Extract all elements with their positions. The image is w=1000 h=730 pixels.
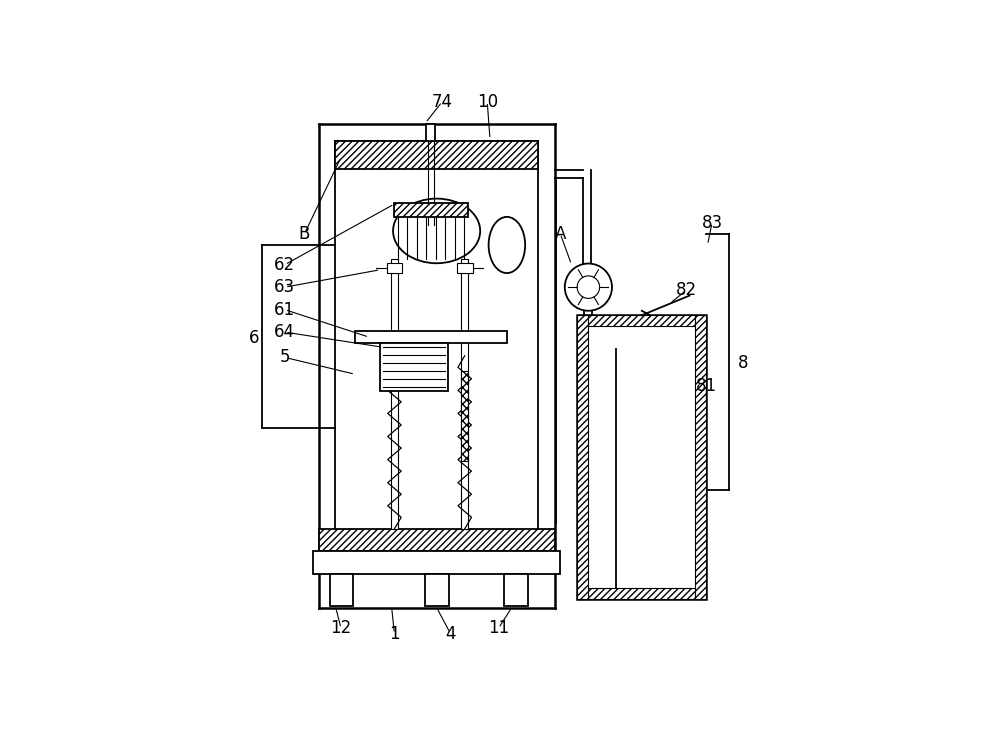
Text: 63: 63 [274, 278, 295, 296]
Bar [695, 315, 706, 599]
Bar [355, 331, 507, 343]
Bar [577, 315, 588, 599]
Bar [457, 263, 473, 273]
Bar [461, 372, 468, 461]
Text: 4: 4 [445, 625, 456, 643]
Text: A: A [555, 225, 566, 243]
Bar [394, 203, 468, 217]
Bar [504, 574, 528, 607]
Text: 6: 6 [249, 328, 259, 347]
Text: 8: 8 [738, 354, 748, 372]
Bar [577, 315, 706, 599]
Text: 10: 10 [477, 93, 498, 111]
Text: 62: 62 [274, 255, 295, 274]
Text: 81: 81 [696, 377, 717, 394]
Bar [387, 263, 402, 273]
Bar [577, 588, 706, 599]
Text: 1: 1 [389, 625, 400, 643]
Text: 61: 61 [274, 301, 295, 318]
Bar [461, 259, 468, 529]
Bar [330, 574, 353, 607]
Text: 5: 5 [280, 348, 290, 366]
Circle shape [577, 276, 600, 299]
Circle shape [565, 264, 612, 311]
Text: 11: 11 [488, 619, 509, 637]
Text: 64: 64 [274, 323, 295, 341]
Bar [380, 343, 448, 391]
Text: 83: 83 [701, 213, 723, 231]
Text: 82: 82 [676, 281, 697, 299]
Bar [313, 551, 560, 574]
Bar [319, 529, 555, 551]
Bar [426, 124, 435, 141]
Bar [391, 259, 398, 529]
Bar [335, 141, 538, 169]
Bar [425, 574, 449, 607]
Text: 74: 74 [432, 93, 453, 111]
Bar [577, 315, 706, 326]
Text: B: B [299, 225, 310, 243]
Text: 12: 12 [330, 619, 352, 637]
